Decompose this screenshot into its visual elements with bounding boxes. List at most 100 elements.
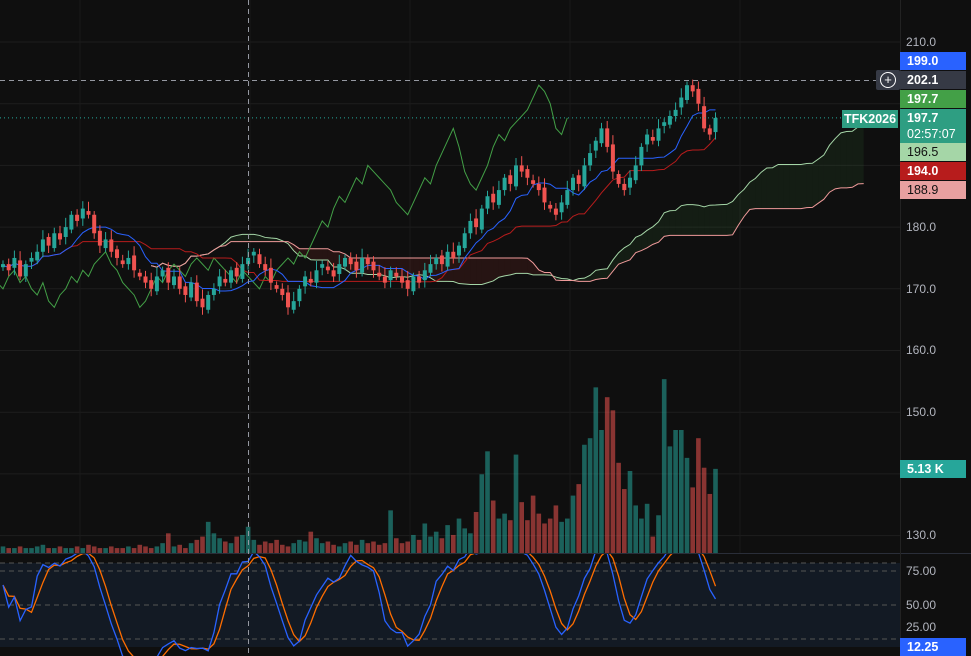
volume-bar xyxy=(6,548,11,553)
volume-bar xyxy=(422,523,428,553)
volume-bar xyxy=(17,546,23,553)
candle-body xyxy=(645,134,650,145)
candle-body xyxy=(542,187,547,203)
cloud-segment xyxy=(612,252,619,272)
volume-bar xyxy=(405,541,410,553)
volume-bar xyxy=(331,544,336,553)
volume-bar xyxy=(34,546,40,553)
cloud-segment xyxy=(453,257,459,284)
volume-bar xyxy=(308,531,314,553)
candle-body xyxy=(582,165,587,187)
volume-bar xyxy=(513,454,519,553)
volume-bar xyxy=(86,544,91,553)
volume-bar xyxy=(371,541,376,553)
candle-body xyxy=(177,276,182,289)
lagging-span xyxy=(0,84,568,309)
candle-body xyxy=(622,183,627,191)
volume-bar xyxy=(502,513,507,553)
stoch-tick: 75.00 xyxy=(906,564,937,578)
volume-bar xyxy=(462,528,467,553)
volume-bar xyxy=(365,543,371,553)
bar-countdown: 02:57:07 xyxy=(907,127,956,141)
volume-bar xyxy=(679,430,684,553)
cloud-segment xyxy=(726,201,733,236)
volume-bar xyxy=(690,487,695,553)
candle-body xyxy=(115,249,119,258)
volume-bar xyxy=(109,546,114,553)
volume-bar xyxy=(496,518,502,553)
candle-body xyxy=(154,276,159,292)
candle-body xyxy=(468,220,473,234)
candle-body xyxy=(320,264,325,268)
candle-body xyxy=(137,272,142,277)
volume-bar xyxy=(211,533,217,553)
cloud-segment xyxy=(527,258,534,275)
candle-body xyxy=(388,270,393,281)
candle-body xyxy=(548,204,553,209)
volume-bar xyxy=(650,536,656,553)
candle-body xyxy=(633,165,638,181)
volume-bar xyxy=(69,548,74,553)
add-alert-button[interactable]: + xyxy=(876,70,900,90)
candle-body xyxy=(462,233,467,249)
volume-bar xyxy=(490,500,496,553)
candle-body xyxy=(257,254,262,265)
candle-body xyxy=(52,233,57,249)
candle-body xyxy=(63,227,68,237)
cloud-segment xyxy=(783,164,790,209)
candle-body xyxy=(103,239,108,249)
volume-bar xyxy=(485,451,490,553)
cloud-segment xyxy=(487,257,494,283)
crosshair-price-tag: 202.1 xyxy=(900,71,966,89)
price-tick: 180.0 xyxy=(906,220,937,234)
volume-bar xyxy=(696,438,701,553)
volume-bar xyxy=(29,548,34,553)
candle-body xyxy=(149,280,154,289)
volume-bar xyxy=(342,543,348,553)
candle-body xyxy=(331,270,336,277)
cloud-segment xyxy=(310,248,317,260)
volume-bar xyxy=(154,546,160,553)
volume-bar xyxy=(428,536,433,553)
volume-bar xyxy=(319,543,325,553)
volume-bar xyxy=(599,430,604,553)
cloud-segment xyxy=(476,257,482,285)
candle-body xyxy=(160,270,165,277)
volume-bar xyxy=(388,510,393,553)
cloud-segment xyxy=(704,205,710,236)
candle-body xyxy=(434,257,439,265)
price-tick: 130.0 xyxy=(906,528,937,542)
volume-bar xyxy=(183,548,188,553)
candle-body xyxy=(377,272,382,277)
volume-bar xyxy=(234,536,239,553)
volume-bar xyxy=(451,534,456,553)
volume-bar xyxy=(673,430,678,553)
volume-bar xyxy=(57,546,63,553)
cloud-segment xyxy=(749,178,756,210)
cloud-segment xyxy=(504,257,511,276)
volume-bar xyxy=(314,538,319,553)
volume-bar xyxy=(194,539,200,553)
volume-bar xyxy=(394,538,399,553)
volume-bar xyxy=(80,548,86,553)
cloud-segment xyxy=(732,194,739,235)
candle-body xyxy=(189,282,194,298)
cloud-segment xyxy=(544,272,551,276)
volume-bar xyxy=(297,539,302,553)
symbol-label: TFK2026 xyxy=(842,110,898,128)
cloud-segment xyxy=(322,248,328,260)
cloud-segment xyxy=(293,244,300,256)
candle-body xyxy=(308,278,313,283)
volume-bar xyxy=(171,546,177,553)
candle-body xyxy=(348,257,353,265)
cloud-segment xyxy=(669,210,676,236)
candle-body xyxy=(702,106,707,129)
cloud-segment xyxy=(327,248,334,268)
candle-body xyxy=(303,276,308,287)
candle-body xyxy=(223,278,228,283)
candle-body xyxy=(263,264,268,271)
cloud-segment xyxy=(795,164,801,209)
candle-body xyxy=(194,282,199,302)
cloud-segment xyxy=(835,132,841,189)
